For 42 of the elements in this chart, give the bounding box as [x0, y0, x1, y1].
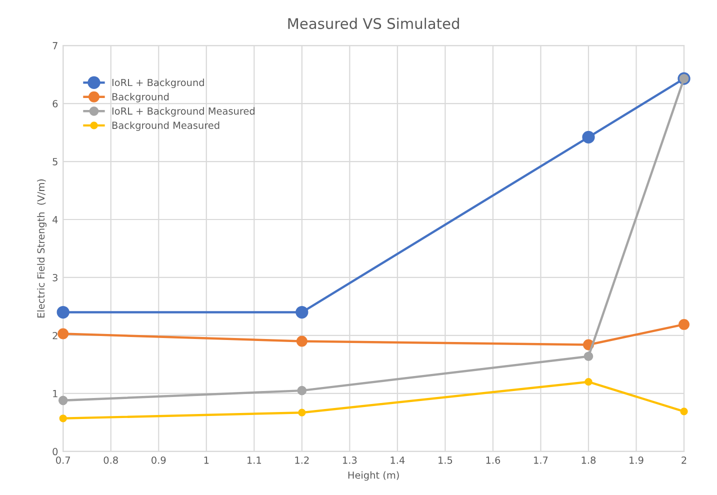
x-tick-label: 1.8	[582, 456, 596, 464]
y-tick-label: 7	[52, 42, 58, 50]
point	[58, 396, 68, 406]
x-tick-label: 0.9	[152, 456, 166, 464]
y-tick-label: 2	[52, 332, 58, 340]
point	[296, 306, 308, 319]
point	[297, 386, 307, 396]
x-tick-label: 1	[204, 456, 209, 464]
y-tick-label: 3	[52, 274, 58, 282]
x-tick-label: 1.9	[630, 456, 644, 464]
chart-title: Measured VS Simulated	[288, 18, 459, 30]
legend-label: Background Measured	[112, 121, 220, 131]
x-tick-label: 1.2	[295, 456, 309, 464]
point	[56, 306, 70, 319]
point	[584, 352, 594, 361]
point	[680, 408, 688, 416]
y-tick-label: 1	[53, 390, 58, 398]
point	[58, 328, 69, 340]
x-tick-label: 2	[682, 456, 686, 464]
point	[584, 378, 592, 386]
y-axis-title: Electric Field Strength (V/m)	[37, 179, 46, 318]
legend-label: Background	[112, 92, 169, 102]
x-tick-label: 0.7	[56, 456, 70, 464]
y-tick-label: 4	[52, 216, 58, 224]
point	[678, 318, 690, 330]
x-tick-label: 1.3	[343, 456, 357, 464]
y-tick-label: 0	[52, 448, 58, 456]
x-tick-label: 1.7	[534, 456, 548, 464]
legend-label: IoRL + Background	[112, 78, 204, 88]
x-tick-label: 1.6	[486, 456, 500, 464]
x-axis-title: Height (m)	[348, 471, 399, 481]
point	[298, 408, 306, 416]
x-tick-label: 1.1	[247, 456, 261, 464]
x-tick-label: 1.4	[390, 456, 405, 464]
point	[582, 130, 595, 144]
legend-label: IoRL + Background Measured	[112, 107, 254, 117]
point	[296, 336, 308, 347]
x-tick-label: 0.8	[104, 456, 118, 464]
x-tick-label: 1.5	[438, 456, 452, 464]
point	[59, 414, 67, 422]
y-tick-label: 5	[52, 158, 58, 166]
y-tick-label: 6	[52, 100, 58, 108]
